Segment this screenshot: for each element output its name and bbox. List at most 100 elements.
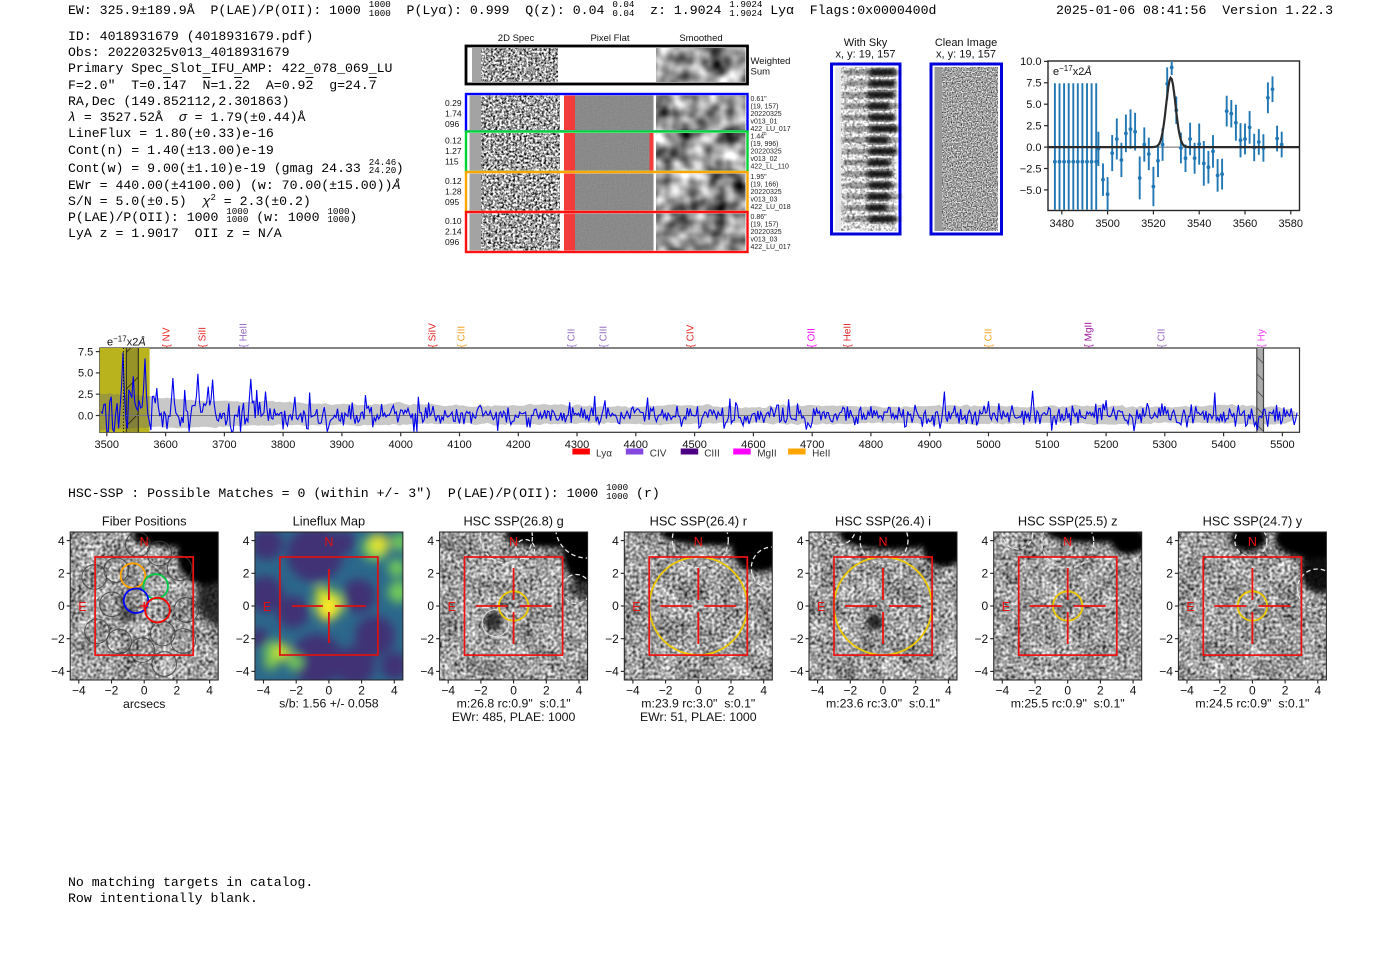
svg-text:−4: −4 xyxy=(605,665,619,679)
svg-text:2: 2 xyxy=(982,567,989,581)
svg-text:2: 2 xyxy=(612,567,619,581)
svg-text:N: N xyxy=(509,535,518,549)
svg-text:{ OII: { OII xyxy=(807,328,818,347)
svg-text:4: 4 xyxy=(576,684,583,698)
svg-text:5000: 5000 xyxy=(976,439,1000,451)
svg-text:v013_03: v013_03 xyxy=(751,237,778,244)
svg-text:095: 095 xyxy=(445,197,459,207)
svg-text:−4: −4 xyxy=(1180,684,1194,698)
svg-text:0: 0 xyxy=(243,599,250,613)
svg-text:m:26.8 rc:0.9" s:0.1": m:26.8 rc:0.9" s:0.1" xyxy=(457,697,571,711)
svg-text:3580: 3580 xyxy=(1279,218,1303,230)
svg-text:−4: −4 xyxy=(1159,665,1173,679)
svg-text:5400: 5400 xyxy=(1211,439,1235,451)
svg-text:N: N xyxy=(324,535,333,549)
svg-text:0: 0 xyxy=(510,684,517,698)
svg-text:3520: 3520 xyxy=(1141,218,1165,230)
svg-text:−2: −2 xyxy=(289,684,303,698)
svg-text:−2: −2 xyxy=(51,632,65,646)
svg-text:−4: −4 xyxy=(626,684,640,698)
svg-text:−2: −2 xyxy=(659,684,673,698)
svg-text:HSC SSP(26.4) r: HSC SSP(26.4) r xyxy=(650,514,748,529)
svg-text:0: 0 xyxy=(326,684,333,698)
svg-text:2D Spec: 2D Spec xyxy=(498,33,535,44)
svg-text:20220325: 20220325 xyxy=(751,229,782,236)
svg-text:0.61": 0.61" xyxy=(751,96,768,103)
svg-text:Lyα: Lyα xyxy=(596,449,612,460)
svg-text:N: N xyxy=(140,535,149,549)
svg-text:2: 2 xyxy=(728,684,735,698)
svg-text:3900: 3900 xyxy=(330,439,354,451)
svg-text:−2: −2 xyxy=(105,684,119,698)
svg-text:HSC SSP(25.5) z: HSC SSP(25.5) z xyxy=(1018,514,1118,529)
svg-text:(19, 157): (19, 157) xyxy=(751,104,779,111)
svg-text:E: E xyxy=(1002,600,1010,614)
svg-text:2: 2 xyxy=(797,567,804,581)
svg-text:{ HeII: { HeII xyxy=(239,323,250,347)
svg-text:1.28: 1.28 xyxy=(445,187,462,197)
svg-text:4100: 4100 xyxy=(447,439,471,451)
svg-text:−4: −4 xyxy=(790,665,804,679)
svg-text:4200: 4200 xyxy=(506,439,530,451)
svg-text:MgII: MgII xyxy=(757,449,776,460)
svg-text:E: E xyxy=(263,600,271,614)
svg-text:−2: −2 xyxy=(605,632,619,646)
svg-text:4: 4 xyxy=(1130,684,1137,698)
svg-text:EWr: 485, PLAE: 1000: EWr: 485, PLAE: 1000 xyxy=(452,710,576,724)
svg-text:−4: −4 xyxy=(811,684,825,698)
svg-text:HSC SSP(26.4) i: HSC SSP(26.4) i xyxy=(835,514,931,529)
svg-text:4: 4 xyxy=(760,684,767,698)
svg-text:e−17x2Å: e−17x2Å xyxy=(107,335,146,349)
svg-text:2: 2 xyxy=(243,567,250,581)
svg-text:−2: −2 xyxy=(790,632,804,646)
svg-text:Sum: Sum xyxy=(751,67,771,78)
svg-text:1.44": 1.44" xyxy=(751,134,768,141)
svg-text:3700: 3700 xyxy=(212,439,236,451)
svg-text:EWr: 51, PLAE: 1000: EWr: 51, PLAE: 1000 xyxy=(640,710,757,724)
svg-text:2.14: 2.14 xyxy=(445,227,462,237)
svg-text:4: 4 xyxy=(982,534,989,548)
svg-text:m:23.9 rc:3.0" s:0.1": m:23.9 rc:3.0" s:0.1" xyxy=(641,697,755,711)
svg-text:0: 0 xyxy=(612,599,619,613)
svg-text:0: 0 xyxy=(797,599,804,613)
svg-text:4300: 4300 xyxy=(565,439,589,451)
svg-text:With Sky: With Sky xyxy=(844,37,888,49)
svg-text:{ MgII: { MgII xyxy=(1084,322,1095,348)
svg-text:0.0: 0.0 xyxy=(78,410,93,422)
svg-text:4400: 4400 xyxy=(624,439,648,451)
svg-text:{ SiIV: { SiIV xyxy=(428,323,439,348)
svg-text:0: 0 xyxy=(880,684,887,698)
svg-text:4500: 4500 xyxy=(682,439,706,451)
svg-text:E: E xyxy=(448,600,456,614)
svg-text:{ Hy: { Hy xyxy=(1257,329,1268,347)
svg-text:0.12: 0.12 xyxy=(445,136,462,146)
svg-text:4: 4 xyxy=(427,534,434,548)
svg-text:422_LL_110: 422_LL_110 xyxy=(751,164,790,171)
svg-text:4800: 4800 xyxy=(859,439,883,451)
svg-text:0.86": 0.86" xyxy=(751,214,768,221)
svg-text:20220325: 20220325 xyxy=(751,189,782,196)
svg-text:5200: 5200 xyxy=(1094,439,1118,451)
svg-text:−4: −4 xyxy=(72,684,86,698)
svg-text:−2: −2 xyxy=(474,684,488,698)
svg-text:096: 096 xyxy=(445,237,459,247)
svg-text:0.10: 0.10 xyxy=(445,216,462,226)
svg-text:422_LU_017: 422_LU_017 xyxy=(751,126,791,133)
svg-text:m:25.5 rc:0.9" s:0.1": m:25.5 rc:0.9" s:0.1" xyxy=(1011,697,1125,711)
svg-text:N: N xyxy=(1063,535,1072,549)
svg-text:(19, 157): (19, 157) xyxy=(751,222,779,229)
svg-text:−2: −2 xyxy=(843,684,857,698)
svg-text:s/b: 1.56 +/- 0.058: s/b: 1.56 +/- 0.058 xyxy=(279,697,379,711)
svg-text:2: 2 xyxy=(1166,567,1173,581)
svg-text:2.5: 2.5 xyxy=(78,389,93,401)
svg-text:0: 0 xyxy=(1249,684,1256,698)
svg-text:E: E xyxy=(1186,600,1194,614)
svg-text:4: 4 xyxy=(58,534,65,548)
svg-text:Pixel Flat: Pixel Flat xyxy=(590,33,629,44)
svg-text:−4: −4 xyxy=(420,665,434,679)
svg-text:5.0: 5.0 xyxy=(78,368,93,380)
svg-text:E: E xyxy=(632,600,640,614)
svg-text:4: 4 xyxy=(1314,684,1321,698)
svg-text:{ CIII: { CIII xyxy=(457,326,468,348)
svg-text:7.5: 7.5 xyxy=(1026,78,1041,90)
